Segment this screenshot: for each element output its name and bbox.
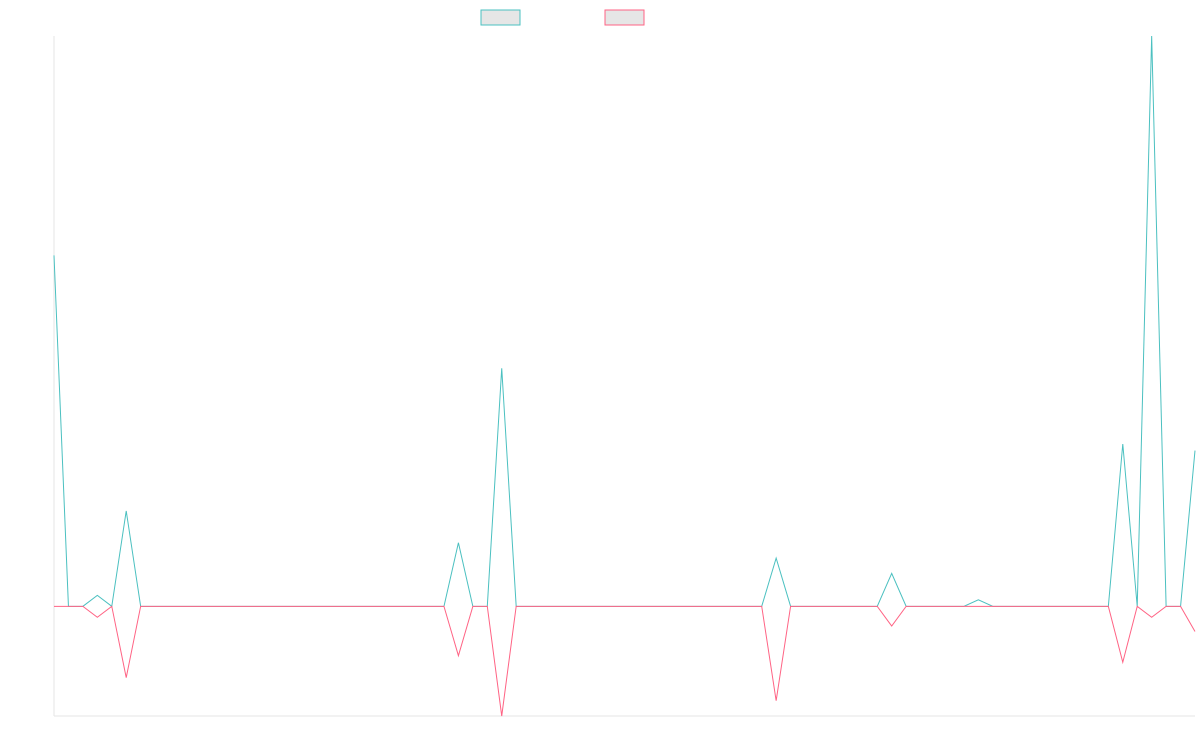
axes bbox=[53, 36, 1195, 717]
series-2-line bbox=[54, 605, 1196, 717]
series-layer bbox=[53, 35, 1196, 717]
legend-swatch-series-2[interactable] bbox=[604, 9, 645, 26]
series-1-line bbox=[53, 35, 1196, 608]
legend-swatch-series-1[interactable] bbox=[480, 9, 521, 26]
legend bbox=[480, 9, 645, 26]
